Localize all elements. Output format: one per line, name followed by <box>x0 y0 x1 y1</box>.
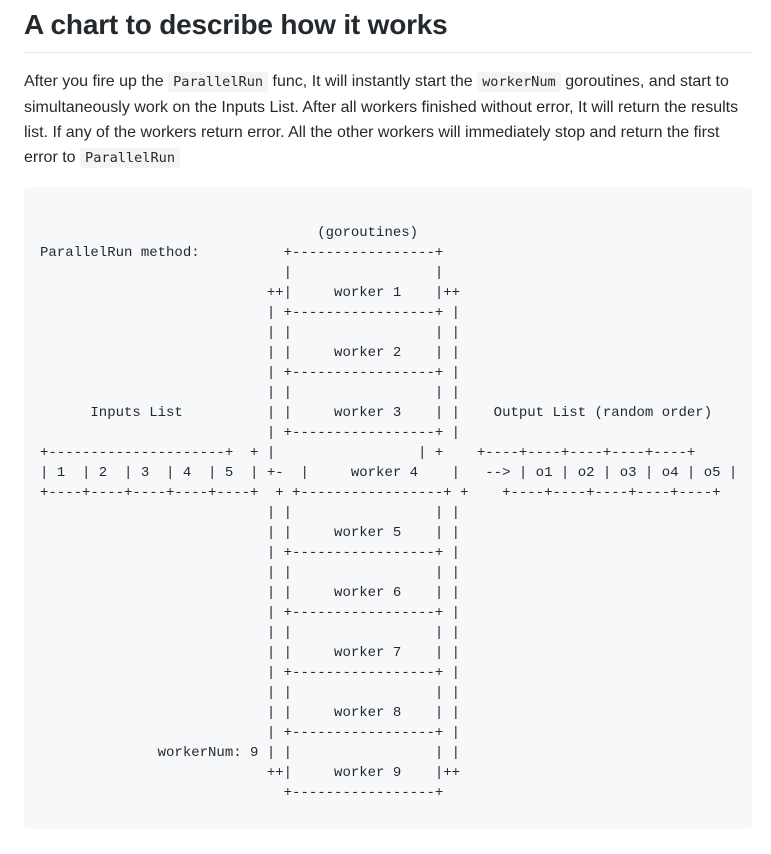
chart-line: ParallelRun method: +-----------------+ <box>40 245 444 261</box>
ascii-chart-block: (goroutines) ParallelRun method: +------… <box>24 187 752 829</box>
chart-line: | | worker 5 | | <box>40 525 461 541</box>
chart-line: | | worker 8 | | <box>40 705 461 721</box>
description-text: After you fire up the <box>24 73 169 90</box>
chart-line: | | worker 7 | | <box>40 645 461 661</box>
chart-line: | | | | <box>40 565 461 581</box>
chart-line: ++| worker 9 |++ <box>40 765 461 781</box>
description-text: func, It will instantly start the <box>268 73 478 90</box>
readme-section: A chart to describe how it works After y… <box>24 0 752 829</box>
chart-line: | | worker 6 | | <box>40 585 461 601</box>
chart-line: | +-----------------+ | <box>40 425 461 441</box>
chart-line: | +-----------------+ | <box>40 305 461 321</box>
chart-line: | | | | <box>40 385 461 401</box>
chart-line: | | | | <box>40 505 461 521</box>
inline-code-workernum: workerNum <box>477 72 561 92</box>
chart-line: | 1 | 2 | 3 | 4 | 5 | +- | worker 4 | --… <box>40 465 738 481</box>
chart-line: | | | | <box>40 625 461 641</box>
description-paragraph: After you fire up the ParallelRun func, … <box>24 69 752 171</box>
inline-code-parallelrun: ParallelRun <box>168 72 269 92</box>
chart-line: | | | | <box>40 325 461 341</box>
chart-line: +---------------------+ + | | + +----+--… <box>40 445 696 461</box>
chart-line: | +-----------------+ | <box>40 725 461 741</box>
chart-line: | +-----------------+ | <box>40 545 461 561</box>
section-heading: A chart to describe how it works <box>24 0 752 53</box>
chart-line: | +-----------------+ | <box>40 365 461 381</box>
chart-line: | | <box>40 265 444 281</box>
chart-line: ++| worker 1 |++ <box>40 285 461 301</box>
description-text: goroutines, and start to simultaneously … <box>24 73 739 166</box>
chart-line: +-----------------+ <box>40 785 444 801</box>
chart-line: workerNum: 9 | | | | <box>40 745 461 761</box>
inline-code-parallelrun-return: ParallelRun <box>80 148 181 168</box>
chart-line: | +-----------------+ | <box>40 665 461 681</box>
chart-line: +----+----+----+----+----+ + +----------… <box>40 485 721 501</box>
chart-line: Inputs List | | worker 3 | | Output List… <box>40 405 713 421</box>
chart-line: | +-----------------+ | <box>40 605 461 621</box>
chart-line: (goroutines) <box>40 225 419 241</box>
chart-line: | | worker 2 | | <box>40 345 461 361</box>
chart-line: | | | | <box>40 685 461 701</box>
